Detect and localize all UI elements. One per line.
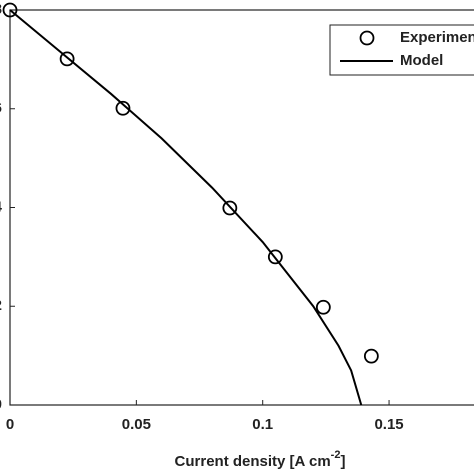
y-tick-label: 0.6 [0,100,2,117]
data-point [2,2,18,18]
legend-label: Model [400,52,443,69]
data-point [315,299,331,315]
data-point [363,348,379,364]
y-tick-label: 0.8 [0,1,2,18]
x-label-main: Current density [A cm [175,453,331,470]
x-tick-label: 0.05 [122,416,151,433]
model-line [9,9,363,406]
x-label-end: ] [340,453,345,470]
x-tick-label: 0 [6,416,14,433]
legend-marker [359,30,375,46]
data-point [267,249,283,265]
y-tick-label: 0 [0,396,2,413]
x-label-sup: -2 [331,449,341,461]
y-tick-label: 0.4 [0,198,3,215]
data-point [222,200,238,216]
x-tick-label: 0.15 [374,416,403,433]
legend-label: Experiment [400,29,474,46]
y-tick-label: 0.2 [0,297,2,314]
x-axis-label: Current density [A cm-2] [175,449,346,470]
data-point [59,51,75,67]
x-tick-label: 0.1 [252,416,273,433]
data-point [115,100,131,116]
legend-box [329,24,474,76]
